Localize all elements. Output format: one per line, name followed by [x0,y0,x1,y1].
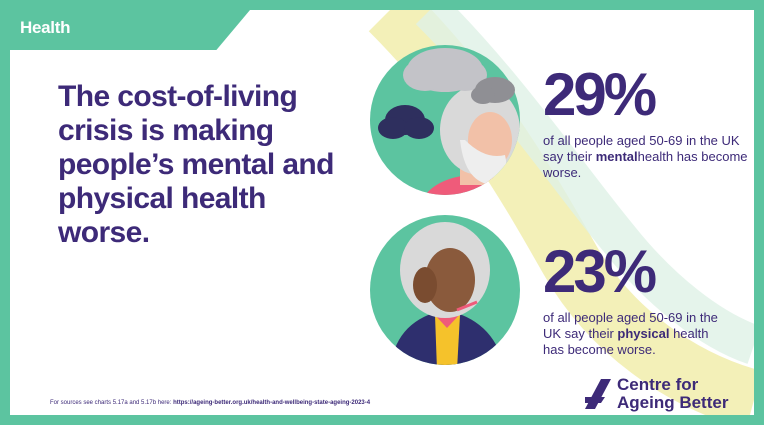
centre-for-ageing-better-logo: Centre for Ageing Better [585,376,728,412]
source-note: For sources see charts 5.17a and 5.17b h… [50,400,370,406]
stat-mental-emphasis: mental [595,149,638,164]
logo-line-1: Centre for [617,375,699,394]
category-tab-label: Health [20,18,71,37]
headline: The cost-of-living crisis is making peop… [58,80,334,249]
mental-health-illustration [370,45,520,195]
logo-mark-icon [585,379,611,409]
stat-mental-value: 29% [543,61,657,128]
stat-physical: 23% of all people aged 50-69 in the UK s… [543,242,723,358]
stat-physical-description: of all people aged 50-69 in the UK say t… [543,310,723,358]
small-grey-cloud-icon [471,77,515,104]
source-prefix: For sources see charts 5.17a and 5.17b h… [50,400,172,406]
dark-cloud-icon [378,105,434,139]
grey-cloud-icon [403,48,487,92]
stat-physical-text-end: health has become worse. [543,326,709,357]
category-tab [10,10,250,50]
logo-line-2: Ageing Better [617,393,729,412]
physical-health-illustration [370,215,520,365]
stat-physical-value: 23% [543,238,657,305]
source-link[interactable]: https://ageing-better.org.uk/health-and-… [173,400,371,406]
stat-mental: 29% of all people aged 50-69 in the UK s… [543,65,748,181]
stat-physical-text: of all people aged 50-69 in the UK say t… [543,310,718,341]
stat-physical-emphasis: physical [617,326,670,341]
stat-mental-text: of all people aged 50-69 in the UK say t… [543,133,740,164]
stat-mental-text-end: health has become worse. [543,149,748,180]
stat-mental-description: of all people aged 50-69 in the UK say t… [543,133,748,181]
infographic-panel: Health The cost-of-living crisis is maki… [10,10,754,415]
